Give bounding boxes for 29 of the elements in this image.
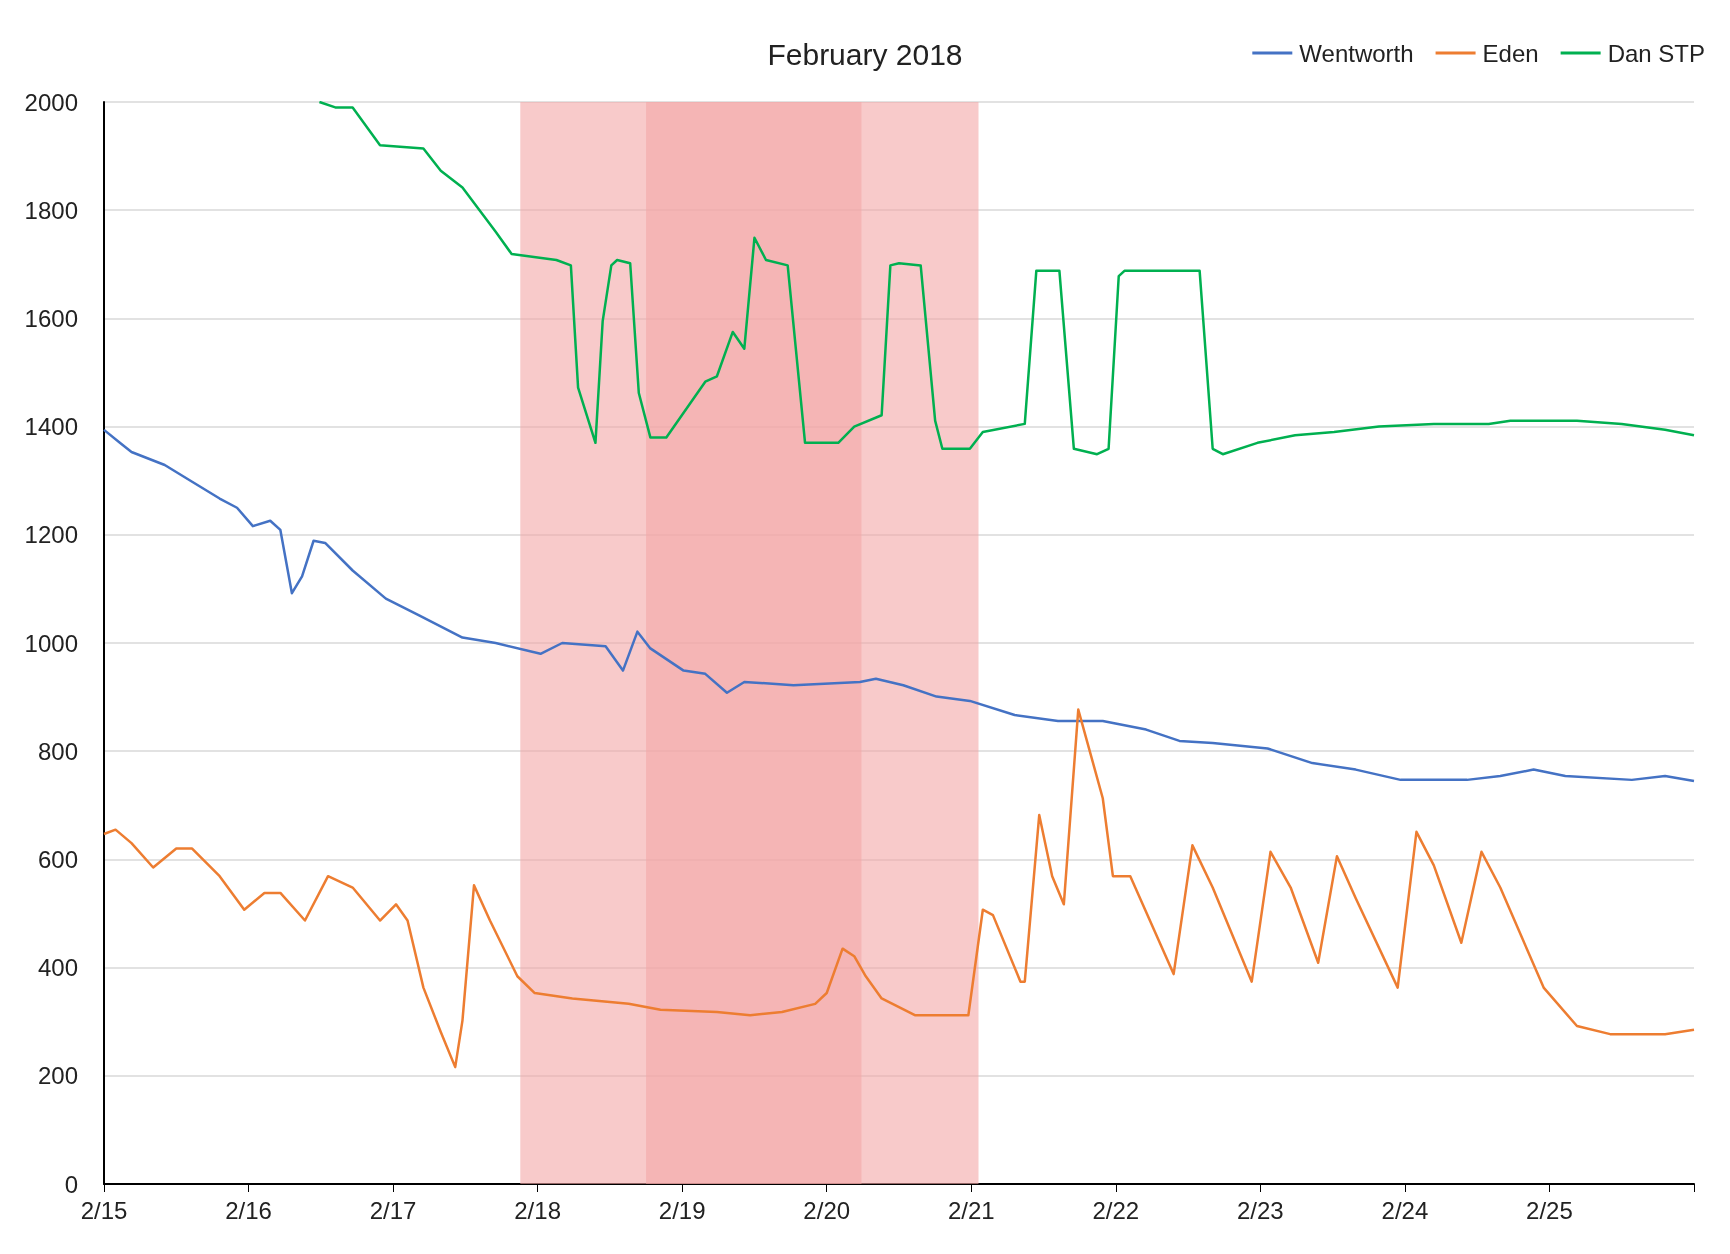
y-tick-label: 400 — [37, 954, 78, 982]
x-tick-label: 2/20 — [803, 1196, 851, 1224]
y-tick-label: 1000 — [24, 629, 78, 657]
x-tick-label: 2/21 — [947, 1196, 995, 1224]
x-tick-label: 2/15 — [80, 1196, 128, 1224]
y-tick-label: 1200 — [24, 521, 78, 549]
y-tick-label: 200 — [37, 1062, 78, 1090]
x-tick-label: 2/18 — [514, 1196, 561, 1224]
x-tick-label: 2/19 — [658, 1196, 706, 1224]
line-series — [318, 100, 1696, 456]
y-tick-label: 1800 — [24, 196, 78, 224]
x-tick-label: 2/16 — [225, 1196, 272, 1224]
y-tick-label: 2000 — [24, 88, 78, 116]
x-tick-label: 2/17 — [369, 1196, 417, 1224]
y-tick-label: 0 — [64, 1170, 78, 1198]
line-series — [102, 708, 1696, 1069]
y-tick-label: 1600 — [24, 304, 78, 332]
legend-label: Eden — [1482, 39, 1539, 67]
x-tick-label: 2/24 — [1381, 1196, 1429, 1224]
line-series — [102, 428, 1696, 783]
legend-label: Dan STP — [1607, 39, 1705, 67]
y-tick-label: 800 — [37, 737, 78, 765]
x-tick-label: 2/22 — [1092, 1196, 1140, 1224]
chart-title: February 2018 — [767, 37, 963, 71]
y-tick-label: 1400 — [24, 413, 78, 441]
x-tick-label: 2/23 — [1237, 1196, 1284, 1224]
y-tick-label: 600 — [37, 845, 78, 873]
legend-label: Wentworth — [1299, 39, 1414, 67]
x-tick-label: 2/25 — [1526, 1196, 1573, 1224]
